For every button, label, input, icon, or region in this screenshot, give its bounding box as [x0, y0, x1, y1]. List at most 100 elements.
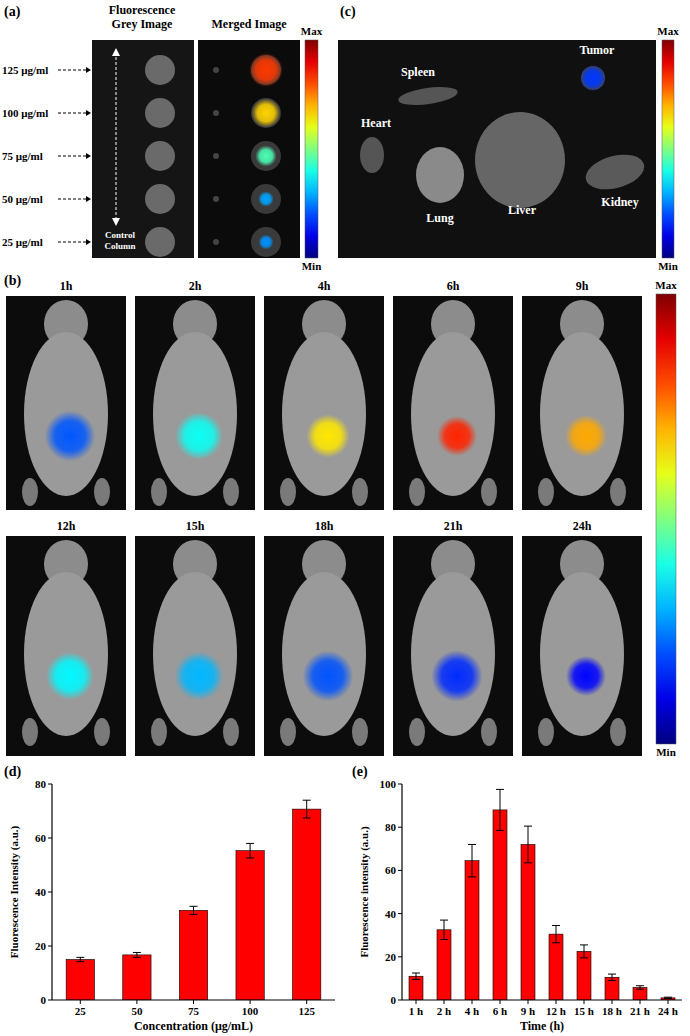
- x-axis-label: Concentration (μg/mL): [134, 1019, 253, 1033]
- fluorescence-spot: [303, 651, 354, 702]
- error-line: [416, 973, 417, 979]
- fluorescence-spot: [46, 652, 94, 700]
- concentration: 125 μg/ml: [2, 64, 48, 76]
- header: Fluorescence: [109, 3, 176, 17]
- time-label: 21h: [444, 519, 463, 533]
- control-dot: [213, 110, 219, 116]
- merged-base: [251, 141, 281, 171]
- x-tick-label: 125: [298, 1005, 315, 1017]
- mouse-body: [153, 332, 237, 496]
- mouse-leg: [481, 478, 497, 506]
- arrowhead: [112, 48, 120, 56]
- time-label: 1h: [60, 279, 73, 293]
- colorbar-max: Max: [655, 279, 677, 291]
- control-arrow: [116, 52, 117, 222]
- image-bg: [522, 296, 642, 510]
- grey-spot: [145, 184, 175, 214]
- control-label: Column: [104, 241, 135, 251]
- control-dot: [213, 239, 219, 245]
- arrowhead: [86, 67, 91, 73]
- error-line: [500, 789, 501, 830]
- grey-image: [92, 40, 194, 258]
- panel-label: (d): [4, 764, 21, 780]
- image-bg: [393, 296, 513, 510]
- y-tick-label: 40: [385, 908, 397, 920]
- time-label: 6h: [447, 279, 460, 293]
- bar: [123, 955, 151, 1000]
- error-cap: [133, 957, 141, 958]
- colorbar-max: Max: [301, 25, 323, 37]
- error-bar: [303, 800, 311, 818]
- bar: [493, 810, 507, 1000]
- error-line: [472, 844, 473, 876]
- mouse-body: [282, 332, 366, 496]
- error-bar: [468, 844, 476, 876]
- image-bg: [135, 536, 255, 756]
- grey-spot: [145, 55, 175, 85]
- figure: (a)FluorescenceGrey ImageMerged Image125…: [0, 0, 690, 1036]
- error-bar: [608, 974, 616, 980]
- x-axis-label: Time (h): [520, 1019, 564, 1033]
- arrow: [58, 70, 86, 71]
- y-tick-label: 60: [385, 864, 397, 876]
- fluorescence-spot: [437, 416, 477, 456]
- panel-label: (c): [340, 4, 356, 20]
- y-tick-label: 0: [391, 994, 397, 1006]
- bar: [179, 910, 207, 1000]
- x-tick-label: 75: [188, 1005, 200, 1017]
- colorbar-max: Max: [657, 25, 679, 37]
- kidney: [582, 149, 648, 195]
- arrow: [58, 156, 86, 157]
- image-bg: [522, 536, 642, 756]
- organ-label: Kidney: [601, 195, 638, 209]
- arrowhead: [86, 239, 91, 245]
- bar: [633, 987, 647, 1000]
- concentration: 50 μg/ml: [2, 193, 43, 205]
- bar: [465, 861, 479, 1000]
- error-cap: [468, 844, 476, 845]
- mouse-image: [522, 296, 642, 510]
- mouse-image: [393, 536, 513, 756]
- fluorescence-spot: [249, 53, 283, 87]
- error-cap: [496, 830, 504, 831]
- error-cap: [246, 843, 254, 844]
- error-line: [444, 920, 445, 939]
- merged-image: [198, 40, 300, 258]
- error-cap: [76, 957, 84, 958]
- fluorescence-spot: [565, 415, 607, 457]
- mouse-leg: [610, 718, 626, 746]
- error-cap: [524, 862, 532, 863]
- fluorescence-spot: [306, 414, 349, 457]
- mouse-body: [282, 572, 366, 736]
- mouse-leg: [280, 718, 296, 746]
- error-bar: [440, 920, 448, 939]
- error-cap: [468, 876, 476, 877]
- merged-base: [251, 98, 281, 128]
- time-label: 12h: [57, 519, 76, 533]
- arrow: [58, 199, 86, 200]
- fluorescence-spot: [255, 145, 276, 166]
- heart: [360, 137, 384, 173]
- image-bg: [6, 296, 126, 510]
- mouse-body: [24, 332, 108, 496]
- error-line: [556, 925, 557, 942]
- mouse-body: [540, 332, 624, 496]
- x-tick-label: 1 h: [409, 1005, 423, 1017]
- bar: [521, 844, 535, 1000]
- mouse-leg: [352, 478, 368, 506]
- y-tick-label: 80: [35, 778, 47, 790]
- mouse-leg: [94, 478, 110, 506]
- colorbar-min: Min: [302, 260, 322, 272]
- organ-image: [338, 40, 656, 258]
- concentration: 25 μg/ml: [2, 236, 43, 248]
- mouse-image: [393, 296, 513, 510]
- error-cap: [636, 985, 644, 986]
- mouse-leg: [538, 718, 554, 746]
- plot-area: [409, 789, 675, 1000]
- x-tick-label: 12 h: [546, 1005, 566, 1017]
- error-cap: [412, 979, 420, 980]
- mouse-body: [540, 572, 624, 736]
- error-bar: [246, 843, 254, 858]
- tumor: [581, 66, 605, 90]
- grey-spot: [145, 141, 175, 171]
